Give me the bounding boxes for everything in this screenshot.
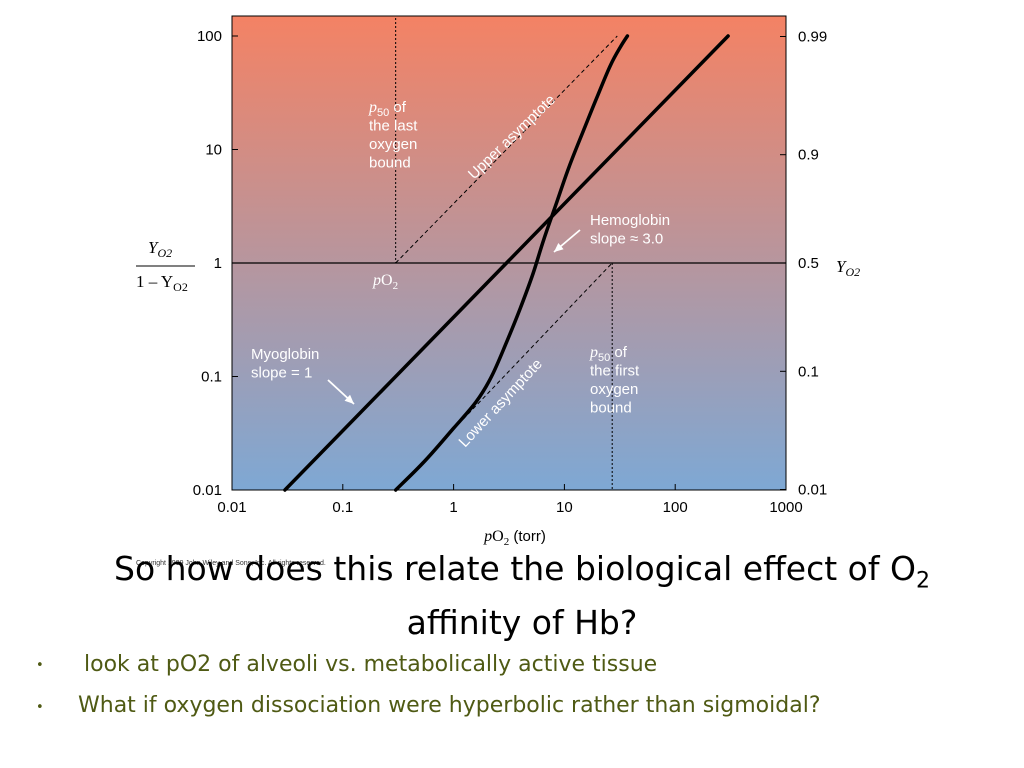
myoglobin-arrow-head [344, 394, 354, 404]
annotation-p50-last-line: p50 of [368, 99, 407, 119]
y-axis-label-denominator: 1 – YO2 [136, 272, 188, 294]
y-tick-label-right: 0.99 [798, 28, 827, 45]
y-tick-label-left: 0.01 [193, 482, 222, 499]
slide-title: So how does this relate the biological e… [20, 548, 1024, 643]
annotation-p50-last-line: oxygen [369, 136, 417, 153]
slide-title-line1: So how does this relate the biological e… [114, 549, 930, 594]
y-tick-label-left: 100 [197, 28, 222, 45]
annotation-p50-last-line: bound [369, 155, 411, 172]
y-axis-label-right: YO2 [836, 257, 860, 279]
annotation-p50-first-line: p50 of [589, 344, 628, 364]
bullet-item: look at pO2 of alveoli vs. metabolically… [84, 652, 658, 677]
y-axis-label-numerator: YO2 [148, 238, 172, 260]
y-tick-label-right: 0.1 [798, 363, 819, 380]
annotation-p50-first-line: bound [590, 400, 632, 417]
annotation-p50-last-line: the last [369, 118, 418, 135]
y-tick-label-right: 0.01 [798, 482, 827, 499]
bullet-item: What if oxygen dissociation were hyperbo… [78, 693, 821, 718]
copyright-note: Copyright 1999 John Wiley and Sons, Inc.… [136, 560, 326, 567]
annotation-hemoglobin-line: Hemoglobin [590, 212, 670, 229]
y-tick-label-right: 0.5 [798, 255, 819, 272]
y-tick-label-left: 0.1 [201, 369, 222, 386]
x-tick-label: 0.01 [217, 499, 246, 516]
series-line-myoglobin [283, 34, 730, 492]
bullet-dot: • [36, 700, 44, 715]
annotation-p50-first-line: the first [590, 363, 640, 380]
asymptote-line [395, 35, 618, 264]
series-line-hemoglobin [393, 34, 630, 492]
plot-background [232, 16, 786, 490]
slide-title-line2: affinity of Hb? [406, 602, 638, 642]
oxygen-binding-hill-plot: 0.01 0.1 1 10 100 10000.010.11101000.010.10.5… [136, 15, 860, 567]
series-lines [283, 34, 730, 492]
axes: 0.01 0.1 1 10 100 10000.010.11101000.010.10.5… [136, 15, 860, 548]
x-tick-label: 1 [449, 499, 457, 516]
y-tick-label-left: 10 [205, 142, 222, 159]
reference-lines [232, 18, 786, 490]
y-tick-label-right: 0.9 [798, 147, 819, 164]
x-axis-label: pO2 (torr) [483, 528, 546, 548]
annotation-hemoglobin-line: slope ≈ 3.0 [590, 231, 663, 248]
x-tick-label: 0.1 [332, 499, 353, 516]
annotation-po2-marker: pO2 [372, 272, 398, 292]
annotation-myoglobin-line: slope = 1 [251, 365, 312, 382]
x-tick-label: 10 [556, 499, 573, 516]
annotation-p50-first-line: oxygen [590, 381, 638, 398]
plot-frame [231, 15, 787, 491]
annotation-myoglobin-line: Myoglobin [251, 346, 319, 363]
bullet-dot: • [36, 658, 44, 673]
title-subscript: 2 [915, 568, 930, 594]
x-tick-label: 1000 [769, 499, 802, 516]
hemoglobin-arrow-head [554, 242, 564, 252]
y-tick-label-left: 1 [214, 255, 222, 272]
x-tick-label: 100 [663, 499, 688, 516]
